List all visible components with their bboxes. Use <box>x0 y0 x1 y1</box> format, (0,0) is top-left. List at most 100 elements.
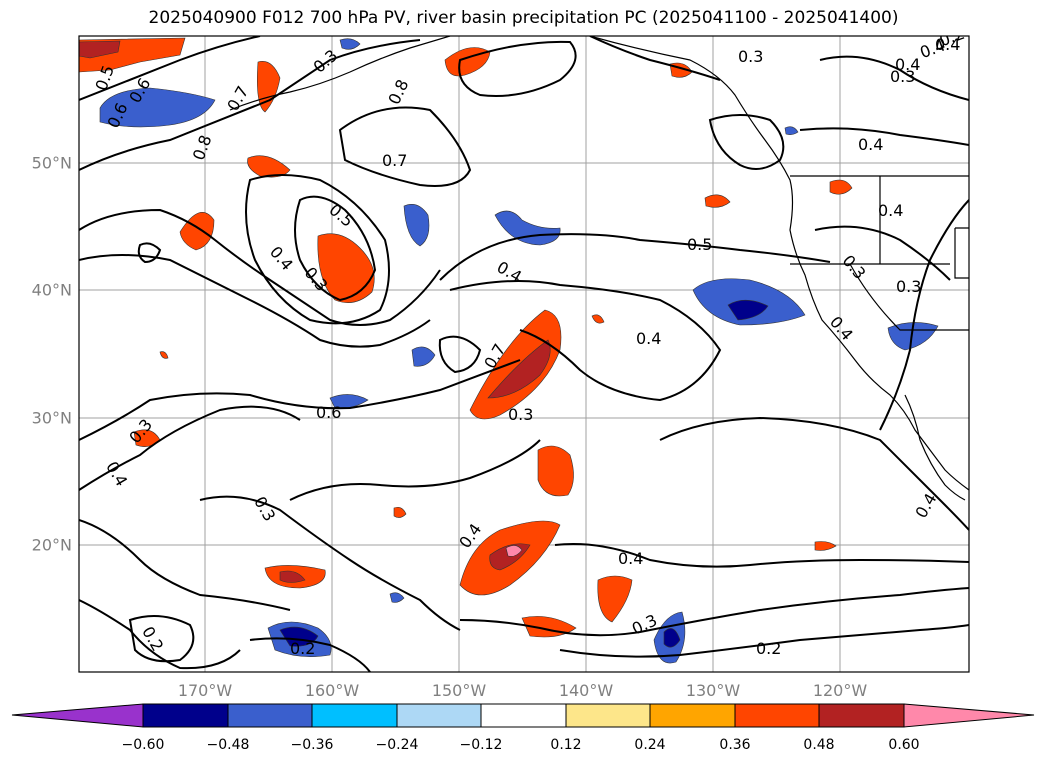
pv-contour <box>245 174 390 325</box>
anomaly-negative-patch <box>727 299 769 321</box>
pv-contour <box>79 359 521 441</box>
pv-contour <box>128 615 195 663</box>
pv-contour <box>79 208 441 326</box>
colorbar-swatch <box>649 703 736 728</box>
pv-contour <box>659 416 969 531</box>
anomaly-negative-patch <box>784 126 799 135</box>
contour-label: 0.4 <box>858 135 883 154</box>
pv-contour <box>79 36 261 101</box>
pv-contour <box>439 233 831 281</box>
contour-label: 0.4 <box>636 329 661 348</box>
contour-label: 0.2 <box>290 639 315 658</box>
colorbar-swatch <box>142 703 229 728</box>
contour-label: 0.2 <box>756 639 781 658</box>
anomaly-positive-patch <box>279 570 306 583</box>
anomaly-negative-patch <box>887 322 939 351</box>
pv-contour <box>249 637 371 672</box>
anomaly-positive-patch <box>505 545 523 557</box>
pv-contour <box>79 599 241 670</box>
anomaly-positive-patch <box>591 314 605 324</box>
pv-contour <box>819 55 969 101</box>
colorbar-swatch <box>396 703 482 728</box>
contour-label: 0.3 <box>738 47 763 66</box>
colorbar <box>11 703 1035 728</box>
pv-contour <box>799 127 969 146</box>
colorbar-tick-label: −0.36 <box>290 737 334 753</box>
colorbar-tick-label: 0.12 <box>550 737 582 753</box>
colorbar-swatch <box>734 703 820 728</box>
pv-contour <box>879 199 969 431</box>
colorbar-tick-label: 0.60 <box>888 737 920 753</box>
colorbar-swatch <box>227 703 313 728</box>
anomaly-negative-patch <box>411 346 436 367</box>
pv-contour <box>338 106 472 187</box>
colorbar-tick-label: 0.24 <box>634 737 666 753</box>
pv-contour <box>137 242 162 264</box>
lat-label-40n: 40°N <box>31 280 72 300</box>
anomaly-positive-patch <box>393 506 407 518</box>
contour-label: 0.7 <box>382 151 407 170</box>
colorbar-swatch <box>565 703 651 728</box>
colorbar-swatch <box>480 703 567 728</box>
lat-label-30n: 30°N <box>31 408 72 428</box>
colorbar-tick-label: −0.24 <box>375 737 419 753</box>
anomaly-positive-patch <box>537 445 574 497</box>
anomaly-negative-patch <box>663 628 681 648</box>
pv-contour <box>79 405 301 491</box>
contour-label: 0.4 <box>878 201 903 220</box>
pv-contour <box>559 624 969 658</box>
anomaly-positive-patch <box>597 575 633 623</box>
coastline-north-america <box>589 36 969 491</box>
anomaly-positive-patch <box>79 40 121 59</box>
coastlines <box>229 36 969 501</box>
contour-label: 0.3 <box>890 67 915 86</box>
anomaly-negative-patch <box>403 204 430 247</box>
lon-label-130w: 130°W <box>685 681 741 700</box>
anomaly-negative-patch <box>389 592 405 603</box>
colorbar-extend-high <box>903 703 1035 728</box>
lon-label-150w: 150°W <box>431 681 487 700</box>
map-title: 2025040900 F012 700 hPa PV, river basin … <box>148 8 899 28</box>
anomaly-positive-patch <box>814 541 837 551</box>
colorbar-tick-label: −0.48 <box>206 737 250 753</box>
pv-contour <box>554 543 969 568</box>
coastline-baja <box>904 394 966 501</box>
state-border <box>849 263 969 331</box>
pv-contour <box>79 39 421 171</box>
contour-label: 0.4 <box>895 55 920 74</box>
lon-label-140w: 140°W <box>558 681 614 700</box>
anomaly-positive-patch <box>487 339 551 399</box>
lat-label-20n: 20°N <box>31 535 72 555</box>
anomaly-negative-patch <box>99 87 216 128</box>
contour-label: 0.5 <box>687 235 712 254</box>
contour-label: 0.4 <box>618 549 643 568</box>
lon-label-120w: 120°W <box>812 681 868 700</box>
pv-contour <box>458 40 577 97</box>
lon-label-160w: 160°W <box>304 681 360 700</box>
pv-contours <box>79 36 969 672</box>
colorbar-tick-label: 0.48 <box>803 737 835 753</box>
state-border <box>954 227 969 279</box>
colorbar-tick-label: −0.12 <box>459 737 503 753</box>
pv-contour <box>289 439 541 501</box>
coastline-alaska <box>229 36 451 111</box>
contour-label: 0.6 <box>316 403 341 422</box>
colorbar-swatch <box>311 703 398 728</box>
contour-label: 0.4 <box>935 35 960 54</box>
anomaly-negative-patch <box>494 210 561 246</box>
pv-contour <box>708 114 785 170</box>
lat-label-50n: 50°N <box>31 153 72 173</box>
pv-contour <box>814 225 951 281</box>
pv-contour <box>589 36 721 81</box>
pv-contour <box>79 519 291 611</box>
pv-contour <box>459 587 969 637</box>
anomaly-negative-patch <box>339 38 361 50</box>
pv-contour <box>79 254 431 348</box>
anomaly-positive-patch <box>159 351 169 359</box>
pv-contour <box>449 280 722 402</box>
anomaly-positive-patch <box>829 179 853 195</box>
anomaly-positive-patch <box>317 233 375 303</box>
colorbar-tick-label: −0.60 <box>121 737 165 753</box>
anomaly-positive-patch <box>704 194 731 208</box>
